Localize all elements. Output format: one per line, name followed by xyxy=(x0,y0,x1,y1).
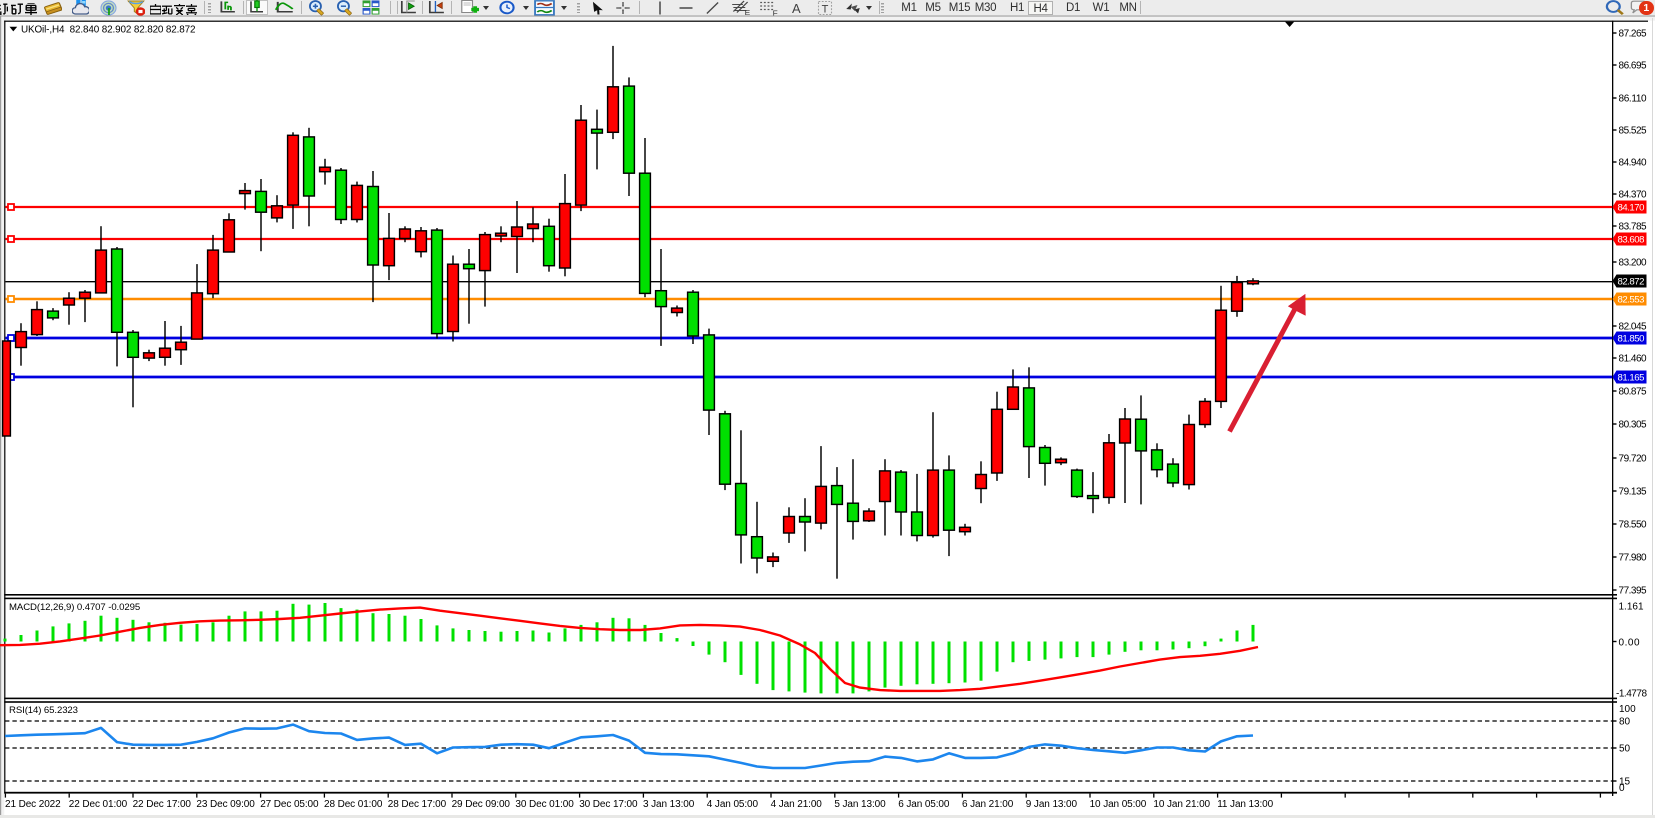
svg-text:81.165: 81.165 xyxy=(1618,373,1645,384)
svg-text:84.370: 84.370 xyxy=(1619,190,1648,201)
svg-text:85.525: 85.525 xyxy=(1619,126,1648,137)
svg-text:UKOil-,H4 82.840 82.902 82.82: UKOil-,H4 82.840 82.902 82.820 82.872 xyxy=(21,24,195,35)
svg-text:E: E xyxy=(745,9,750,16)
svg-text:81.460: 81.460 xyxy=(1619,354,1648,365)
svg-text:10 Jan 05:00: 10 Jan 05:00 xyxy=(1090,799,1147,810)
svg-text:1.161: 1.161 xyxy=(1619,602,1644,613)
svg-text:50: 50 xyxy=(1619,744,1631,755)
svg-text:86.695: 86.695 xyxy=(1619,61,1648,72)
svg-text:83.608: 83.608 xyxy=(1618,235,1645,246)
svg-text:21 Dec 2022: 21 Dec 2022 xyxy=(5,799,61,810)
svg-text:87.265: 87.265 xyxy=(1619,29,1648,40)
svg-text:77.395: 77.395 xyxy=(1619,586,1648,597)
svg-text:82.045: 82.045 xyxy=(1619,322,1648,333)
svg-text:F: F xyxy=(773,9,778,16)
svg-text:83.200: 83.200 xyxy=(1619,258,1648,269)
svg-text:83.785: 83.785 xyxy=(1619,222,1648,233)
svg-text:80: 80 xyxy=(1619,717,1631,728)
svg-text:86.110: 86.110 xyxy=(1619,94,1648,105)
svg-text:0.00: 0.00 xyxy=(1619,637,1640,648)
svg-text:22 Dec 17:00: 22 Dec 17:00 xyxy=(133,799,192,810)
svg-text:9 Jan 13:00: 9 Jan 13:00 xyxy=(1026,799,1078,810)
svg-text:81.850: 81.850 xyxy=(1618,334,1645,345)
svg-text:6 Jan 21:00: 6 Jan 21:00 xyxy=(962,799,1014,810)
svg-text:MACD(12,26,9) 0.4707 -0.0295: MACD(12,26,9) 0.4707 -0.0295 xyxy=(9,602,140,613)
svg-text:10 Jan 21:00: 10 Jan 21:00 xyxy=(1153,799,1210,810)
svg-text:3 Jan 13:00: 3 Jan 13:00 xyxy=(643,799,695,810)
svg-text:78.550: 78.550 xyxy=(1619,520,1648,531)
svg-text:22 Dec 01:00: 22 Dec 01:00 xyxy=(69,799,128,810)
svg-text:4 Jan 21:00: 4 Jan 21:00 xyxy=(771,799,823,810)
svg-text:79.135: 79.135 xyxy=(1619,487,1648,498)
svg-text:27 Dec 05:00: 27 Dec 05:00 xyxy=(260,799,319,810)
svg-text:80.305: 80.305 xyxy=(1619,420,1648,431)
svg-text:6 Jan 05:00: 6 Jan 05:00 xyxy=(898,799,950,810)
svg-text:28 Dec 17:00: 28 Dec 17:00 xyxy=(388,799,447,810)
svg-text:T: T xyxy=(822,3,829,15)
svg-text:100: 100 xyxy=(1619,704,1636,715)
svg-text:28 Dec 01:00: 28 Dec 01:00 xyxy=(324,799,383,810)
svg-text:RSI(14) 65.2323: RSI(14) 65.2323 xyxy=(9,705,78,716)
svg-text:30 Dec 17:00: 30 Dec 17:00 xyxy=(579,799,638,810)
svg-text:82.872: 82.872 xyxy=(1618,277,1645,288)
svg-text:-1.4778: -1.4778 xyxy=(1616,689,1647,700)
svg-text:84.940: 84.940 xyxy=(1619,158,1648,169)
svg-text:23 Dec 09:00: 23 Dec 09:00 xyxy=(196,799,255,810)
svg-text:77.980: 77.980 xyxy=(1619,553,1648,564)
svg-text:15: 15 xyxy=(1619,777,1631,788)
svg-text:30 Dec 01:00: 30 Dec 01:00 xyxy=(515,799,574,810)
svg-text:29 Dec 09:00: 29 Dec 09:00 xyxy=(452,799,511,810)
svg-text:79.720: 79.720 xyxy=(1619,454,1648,465)
svg-text:4 Jan 05:00: 4 Jan 05:00 xyxy=(707,799,759,810)
svg-text:0: 0 xyxy=(1619,783,1625,794)
svg-text:11 Jan 13:00: 11 Jan 13:00 xyxy=(1217,799,1273,810)
svg-text:80.875: 80.875 xyxy=(1619,387,1648,398)
svg-text:5 Jan 13:00: 5 Jan 13:00 xyxy=(834,799,886,810)
svg-text:84.170: 84.170 xyxy=(1618,203,1645,214)
svg-text:82.553: 82.553 xyxy=(1618,295,1645,306)
